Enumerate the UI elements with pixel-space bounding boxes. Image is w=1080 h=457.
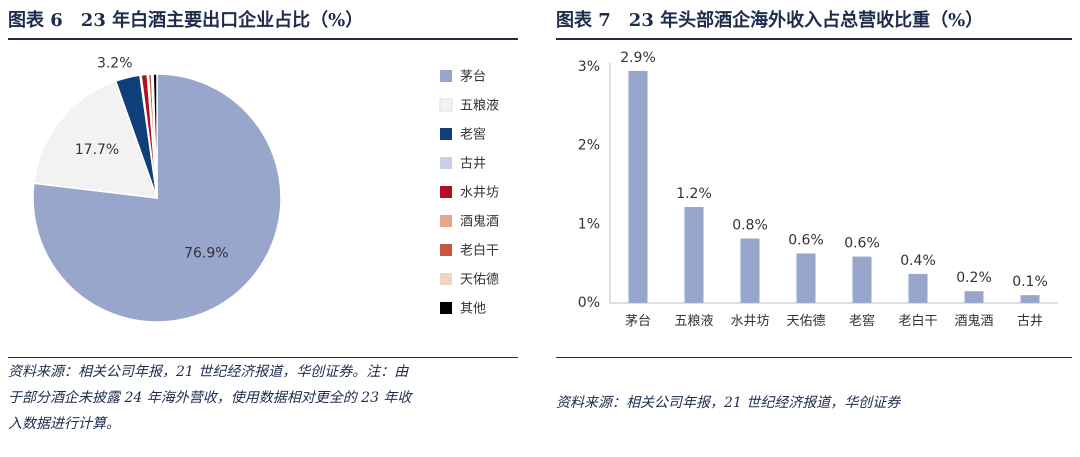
legend-swatch-6: [440, 215, 452, 227]
bar-6: [908, 273, 928, 303]
legend-label-7: 老白干: [460, 243, 499, 259]
bar-1: [628, 70, 648, 303]
left-source-note: 资料来源：相关公司年报，21 世纪经济报道，华创证券。注：由 于部分酒企未披露 …: [8, 359, 411, 437]
y-tick-label-2: 1%: [578, 216, 600, 232]
y-tick-label-4: 3%: [578, 59, 600, 75]
legend-swatch-1: [440, 70, 452, 82]
left-figure-panel: 图表 6 23 年白酒主要出口企业占比（%） 76.9% 17.7% 3.2% 茅台五…: [0, 0, 525, 457]
legend-swatch-3: [440, 128, 452, 140]
legend-label-2: 五粮液: [460, 99, 499, 114]
legend-swatch-8: [440, 273, 452, 285]
x-tick-label-3: 水井坊: [730, 314, 769, 329]
legend-label-9: 其他: [460, 302, 486, 317]
bar-7: [964, 291, 984, 303]
legend-label-1: 茅台: [460, 70, 486, 85]
bar-data-label-6: 0.4%: [900, 253, 936, 269]
right-title-rule: [556, 38, 1072, 40]
legend-label-3: 老窖: [460, 127, 486, 143]
x-tick-label-7: 酒鬼酒: [954, 313, 993, 329]
bar-data-label-7: 0.2%: [956, 270, 992, 286]
legend-swatch-7: [440, 244, 452, 256]
left-bottom-rule: [8, 357, 518, 358]
legend-label-4: 古井: [460, 157, 486, 172]
right-bottom-rule: [556, 357, 1072, 358]
bar-data-label-4: 0.6%: [788, 232, 824, 248]
bar-5: [852, 256, 872, 303]
legend-swatch-2: [439, 98, 453, 112]
x-tick-label-5: 老窖: [849, 313, 875, 329]
x-tick-label-8: 古井: [1017, 314, 1043, 329]
pie-slice-label-1: 76.9%: [184, 246, 228, 262]
bar-data-label-8: 0.1%: [1012, 274, 1048, 290]
right-figure-panel: 图表 7 23 年头部酒企海外收入占总营收比重（%） 0% 1% 2% 3% 2.9% 茅…: [548, 0, 1080, 457]
x-tick-label-1: 茅台: [625, 314, 651, 329]
y-tick-label-3: 2%: [578, 138, 600, 154]
legend-swatch-5: [440, 186, 452, 198]
legend-label-8: 天佑德: [460, 273, 499, 288]
right-source-note: 资料来源：相关公司年报，21 世纪经济报道，华创证券: [556, 390, 900, 416]
left-figure-title: 图表 6 23 年白酒主要出口企业占比（%）: [8, 10, 364, 31]
bar-data-label-5: 0.6%: [844, 236, 880, 252]
right-source-line-1: 资料来源：相关公司年报，21 世纪经济报道，华创证券: [556, 395, 901, 411]
pie-slice-label-3: 3.2%: [97, 55, 133, 71]
bar-2: [684, 207, 704, 303]
left-source-line-2: 于部分酒企未披露 24 年海外营收，使用数据相对更全的 23 年收: [8, 390, 412, 406]
bar-data-label-3: 0.8%: [732, 217, 768, 233]
x-tick-label-4: 天佑德: [786, 314, 825, 329]
left-source-line-3: 入数据进行计算。: [8, 416, 120, 432]
legend-label-5: 水井坊: [460, 186, 499, 201]
y-tick-label-1: 0%: [578, 295, 600, 311]
left-title-rule: [8, 38, 518, 40]
x-tick-label-2: 五粮液: [674, 314, 713, 329]
bar-chart: 0% 1% 2% 3% 2.9% 茅台 1.2% 五粮液 0.8% 水井坊 0.6% 天佑德 0.6% 老…: [578, 50, 1058, 329]
bar-3: [740, 238, 760, 303]
x-tick-label-6: 老白干: [898, 313, 937, 329]
bar-data-label-1: 2.9%: [620, 50, 656, 66]
pie-slice-9: [152, 73, 158, 199]
bar-8: [1020, 295, 1040, 303]
legend-swatch-9: [440, 302, 452, 314]
bar-data-label-2: 1.2%: [676, 186, 712, 202]
legend-label-6: 酒鬼酒: [460, 214, 499, 230]
legend-swatch-4: [440, 157, 452, 169]
right-figure-title: 图表 7 23 年头部酒企海外收入占总营收比重（%）: [556, 10, 984, 31]
left-source-line-1: 资料来源：相关公司年报，21 世纪经济报道，华创证券。注：由: [8, 364, 409, 380]
bar-4: [796, 253, 816, 303]
pie-slice-label-2: 17.7%: [75, 142, 119, 158]
pie-slice-2: [33, 80, 159, 199]
